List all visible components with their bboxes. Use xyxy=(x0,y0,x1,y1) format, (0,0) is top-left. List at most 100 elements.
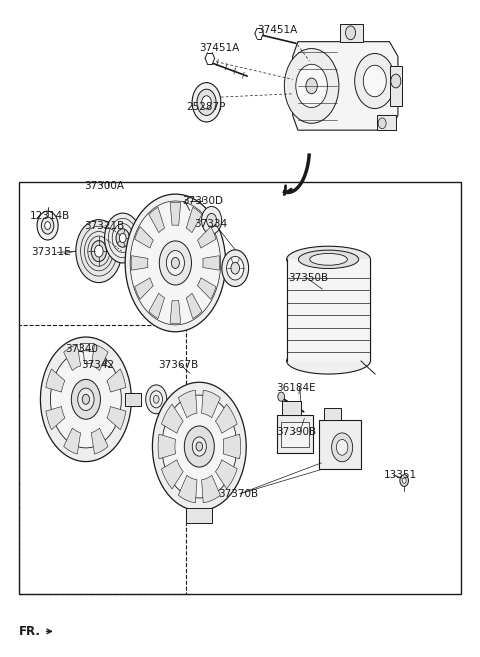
Bar xyxy=(124,393,141,406)
Circle shape xyxy=(116,229,130,247)
Polygon shape xyxy=(91,344,108,371)
Polygon shape xyxy=(149,207,165,233)
Polygon shape xyxy=(64,428,81,454)
Polygon shape xyxy=(197,227,216,248)
Bar xyxy=(377,116,396,130)
Circle shape xyxy=(306,78,317,94)
Circle shape xyxy=(278,392,285,401)
Circle shape xyxy=(37,211,58,240)
Polygon shape xyxy=(46,407,65,430)
Text: 37451A: 37451A xyxy=(199,43,240,53)
Circle shape xyxy=(150,391,162,408)
Bar xyxy=(19,182,461,594)
Circle shape xyxy=(82,394,90,404)
Polygon shape xyxy=(178,390,197,418)
Bar xyxy=(389,66,402,106)
Circle shape xyxy=(50,351,121,448)
Bar xyxy=(282,401,301,415)
Circle shape xyxy=(222,250,249,286)
Polygon shape xyxy=(158,434,176,459)
Circle shape xyxy=(95,245,103,257)
Circle shape xyxy=(197,89,216,116)
Text: 37311E: 37311E xyxy=(31,248,71,258)
Bar xyxy=(281,422,309,447)
Polygon shape xyxy=(161,460,183,489)
Circle shape xyxy=(45,221,50,229)
Polygon shape xyxy=(170,300,180,323)
Text: 37321B: 37321B xyxy=(84,221,125,231)
Polygon shape xyxy=(91,428,108,454)
Text: 37451A: 37451A xyxy=(257,24,297,35)
Polygon shape xyxy=(202,475,220,503)
Bar xyxy=(19,325,186,594)
Text: 13351: 13351 xyxy=(384,470,417,480)
Polygon shape xyxy=(293,41,398,130)
Circle shape xyxy=(346,26,356,39)
Polygon shape xyxy=(46,369,65,392)
Circle shape xyxy=(78,388,94,411)
Polygon shape xyxy=(135,227,153,248)
Circle shape xyxy=(192,83,221,122)
Circle shape xyxy=(363,65,386,97)
Circle shape xyxy=(355,53,395,108)
Text: 25287P: 25287P xyxy=(186,102,226,112)
Polygon shape xyxy=(107,369,126,392)
Circle shape xyxy=(202,96,211,109)
Text: 37367B: 37367B xyxy=(158,359,199,369)
Text: 37334: 37334 xyxy=(194,219,228,229)
Circle shape xyxy=(184,426,215,467)
Circle shape xyxy=(72,379,100,419)
Text: 37390B: 37390B xyxy=(276,427,316,437)
Polygon shape xyxy=(107,407,126,430)
Circle shape xyxy=(91,240,107,261)
Circle shape xyxy=(400,475,408,486)
Text: 37300A: 37300A xyxy=(84,181,124,191)
Text: FR.: FR. xyxy=(19,625,41,638)
Text: 37330D: 37330D xyxy=(182,196,224,206)
Circle shape xyxy=(120,233,126,242)
Circle shape xyxy=(196,442,203,451)
Bar xyxy=(186,508,212,522)
Circle shape xyxy=(154,396,159,403)
Text: 37340: 37340 xyxy=(65,344,98,355)
Polygon shape xyxy=(216,460,237,489)
Bar xyxy=(319,420,361,470)
Circle shape xyxy=(192,437,206,456)
Ellipse shape xyxy=(310,254,348,265)
Text: 12314B: 12314B xyxy=(29,211,70,221)
Circle shape xyxy=(130,201,221,325)
Bar xyxy=(287,260,371,361)
Text: 37350B: 37350B xyxy=(288,273,328,283)
Circle shape xyxy=(125,194,226,332)
Polygon shape xyxy=(170,202,180,225)
Circle shape xyxy=(206,214,216,227)
Circle shape xyxy=(296,64,327,108)
Circle shape xyxy=(336,440,348,455)
Bar xyxy=(324,409,340,420)
Polygon shape xyxy=(202,390,220,418)
Circle shape xyxy=(167,250,184,275)
Polygon shape xyxy=(197,278,216,300)
Circle shape xyxy=(41,217,54,234)
Text: 36184E: 36184E xyxy=(276,382,315,392)
Polygon shape xyxy=(186,293,202,319)
Circle shape xyxy=(162,395,237,498)
Circle shape xyxy=(284,49,339,124)
Ellipse shape xyxy=(299,250,359,269)
Bar xyxy=(277,415,313,453)
Circle shape xyxy=(231,262,240,274)
Polygon shape xyxy=(186,207,202,233)
Polygon shape xyxy=(203,256,220,270)
Circle shape xyxy=(105,213,141,263)
Ellipse shape xyxy=(287,348,371,374)
Polygon shape xyxy=(64,344,81,371)
Polygon shape xyxy=(149,293,165,319)
Circle shape xyxy=(159,241,192,285)
Circle shape xyxy=(146,385,167,414)
Polygon shape xyxy=(223,434,240,459)
Polygon shape xyxy=(178,475,197,503)
Circle shape xyxy=(378,118,386,129)
Polygon shape xyxy=(131,256,148,270)
Circle shape xyxy=(332,433,353,462)
Circle shape xyxy=(202,206,222,234)
